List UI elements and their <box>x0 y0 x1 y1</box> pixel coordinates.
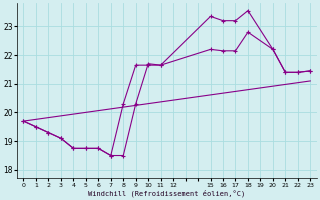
X-axis label: Windchill (Refroidissement éolien,°C): Windchill (Refroidissement éolien,°C) <box>88 189 245 197</box>
